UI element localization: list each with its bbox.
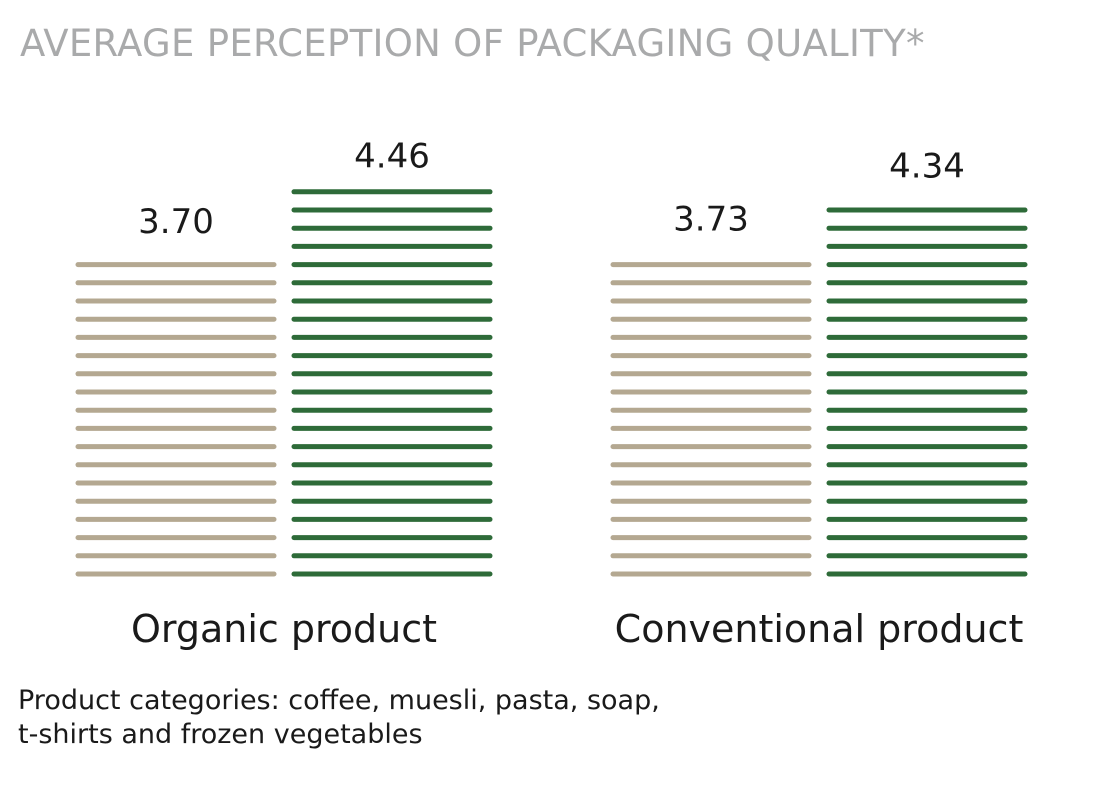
bar-0-1 [291, 189, 493, 577]
footnote-line-2: t-shirts and frozen vegetables [18, 719, 423, 750]
labels-layer: 3.70 4.46 Organic product 3.73 4.34 Conventio… [131, 136, 1023, 651]
bar-0-0 [75, 262, 277, 577]
footnote-line-1: Product categories: coffee, muesli, past… [18, 685, 660, 716]
data-label: 4.34 [889, 147, 965, 187]
chart-title: AVERAGE PERCEPTION OF PACKAGING QUALITY* [20, 22, 925, 65]
category-label: Organic product [131, 607, 437, 651]
data-label: 3.70 [138, 202, 214, 242]
data-label: 4.46 [354, 136, 430, 176]
footnote: Product categories: coffee, muesli, past… [18, 684, 660, 752]
bar-1-1 [826, 207, 1028, 577]
category-label: Conventional product [615, 607, 1024, 651]
data-label: 3.73 [673, 200, 749, 240]
bars-layer [75, 189, 1028, 577]
bar-1-0 [610, 262, 812, 577]
